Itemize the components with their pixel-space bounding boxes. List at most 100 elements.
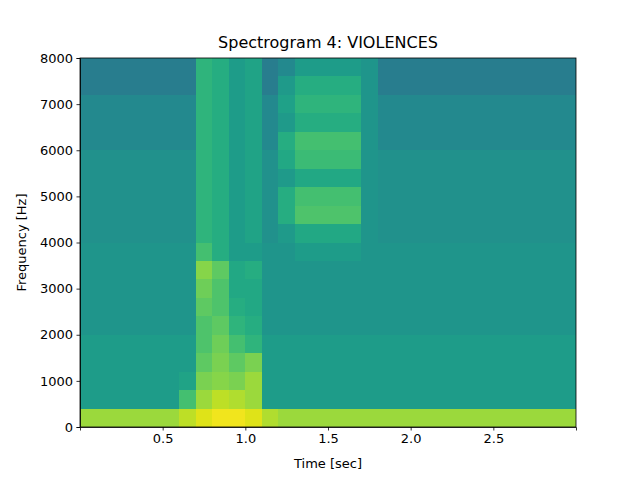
cell xyxy=(229,260,246,279)
cell xyxy=(493,168,510,187)
tick: 6000 xyxy=(40,143,80,158)
cell xyxy=(146,168,163,187)
cell xyxy=(526,205,543,224)
y-axis-title: Frequency [Hz] xyxy=(14,193,29,291)
cell xyxy=(378,76,395,95)
cell xyxy=(543,94,560,113)
cell xyxy=(361,390,378,409)
cell xyxy=(427,297,444,316)
cell xyxy=(113,76,130,95)
cell xyxy=(245,353,262,372)
cell xyxy=(113,94,130,113)
cell xyxy=(427,353,444,372)
cell xyxy=(97,334,114,353)
cell xyxy=(559,316,576,335)
cell xyxy=(245,76,262,95)
cell xyxy=(130,242,147,261)
cell xyxy=(328,131,345,150)
cell xyxy=(345,390,362,409)
cell xyxy=(179,260,196,279)
cell xyxy=(245,187,262,206)
cell xyxy=(361,316,378,335)
cell xyxy=(378,94,395,113)
cell xyxy=(196,223,213,242)
cell xyxy=(311,131,328,150)
cell xyxy=(361,353,378,372)
cell xyxy=(345,334,362,353)
cell xyxy=(477,113,494,132)
cell xyxy=(229,242,246,261)
cell xyxy=(146,371,163,390)
cell xyxy=(526,371,543,390)
cell xyxy=(361,113,378,132)
cell xyxy=(559,168,576,187)
cell xyxy=(559,408,576,427)
cell xyxy=(196,58,213,76)
cell xyxy=(460,187,477,206)
cell xyxy=(394,168,411,187)
cell xyxy=(278,390,295,409)
cell xyxy=(245,94,262,113)
cell xyxy=(411,76,428,95)
cell xyxy=(378,390,395,409)
cell xyxy=(212,113,229,132)
cell xyxy=(295,408,312,427)
cell xyxy=(196,390,213,409)
cell xyxy=(345,371,362,390)
cell xyxy=(196,242,213,261)
cell xyxy=(460,131,477,150)
tick: 3000 xyxy=(40,281,80,296)
cell xyxy=(113,168,130,187)
cell xyxy=(278,371,295,390)
cell xyxy=(113,205,130,224)
cell xyxy=(146,260,163,279)
cell xyxy=(345,297,362,316)
cell xyxy=(427,260,444,279)
cell xyxy=(328,76,345,95)
cell xyxy=(526,316,543,335)
cell xyxy=(559,371,576,390)
cell xyxy=(212,334,229,353)
cell xyxy=(278,187,295,206)
cell xyxy=(510,94,527,113)
cell xyxy=(460,76,477,95)
cell xyxy=(311,76,328,95)
cell xyxy=(543,150,560,169)
cell xyxy=(510,187,527,206)
cell xyxy=(394,408,411,427)
cell xyxy=(245,58,262,76)
cell xyxy=(278,150,295,169)
cell xyxy=(212,316,229,335)
cell xyxy=(229,371,246,390)
cell xyxy=(493,242,510,261)
cell xyxy=(146,279,163,298)
cell xyxy=(427,94,444,113)
cell xyxy=(559,334,576,353)
cell xyxy=(477,58,494,76)
cell xyxy=(245,150,262,169)
cell xyxy=(543,187,560,206)
x-axis-title: Time [sec] xyxy=(293,456,362,471)
cell xyxy=(394,205,411,224)
cell xyxy=(477,390,494,409)
cell xyxy=(113,223,130,242)
cell xyxy=(113,58,130,76)
tick-mark xyxy=(328,427,329,431)
cell xyxy=(245,242,262,261)
cell xyxy=(146,223,163,242)
cell xyxy=(510,168,527,187)
cell xyxy=(262,316,279,335)
cell xyxy=(526,187,543,206)
cell xyxy=(477,334,494,353)
cell xyxy=(262,242,279,261)
cell xyxy=(146,316,163,335)
cell xyxy=(559,76,576,95)
cell xyxy=(345,58,362,76)
cell xyxy=(394,76,411,95)
cell xyxy=(345,353,362,372)
cell xyxy=(477,408,494,427)
cell xyxy=(361,150,378,169)
cell xyxy=(493,353,510,372)
cell xyxy=(510,371,527,390)
cell xyxy=(163,223,180,242)
